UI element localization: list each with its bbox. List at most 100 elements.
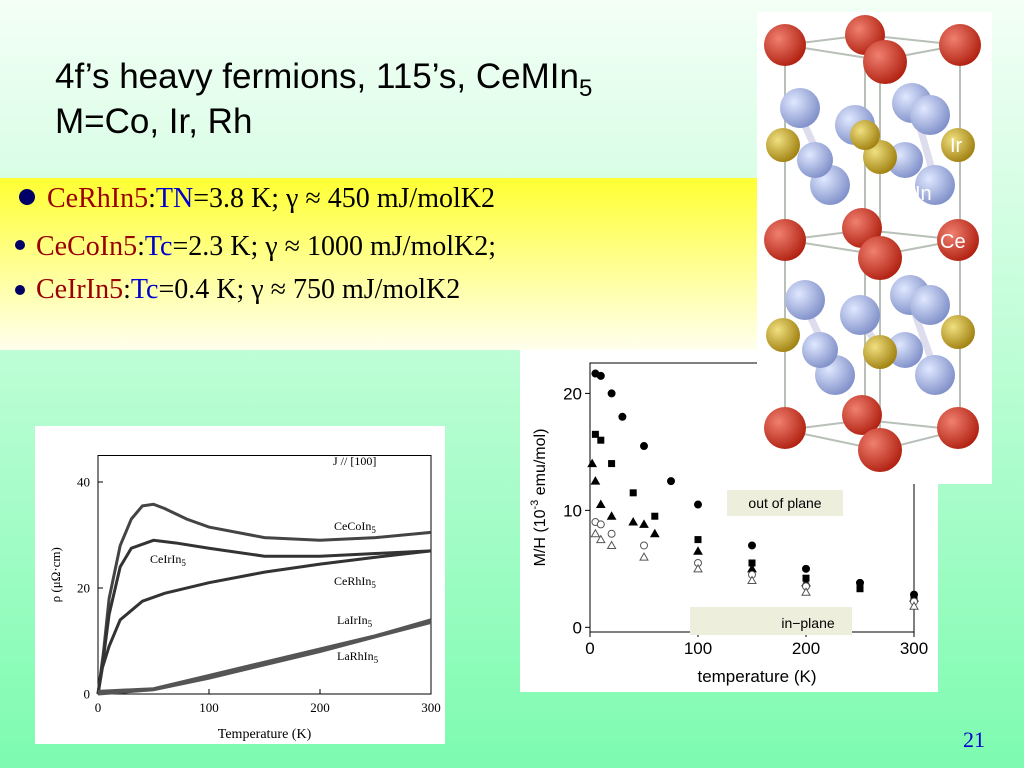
bullet-text: CeCoIn5:Tc=2.3 K; γ ≈ 1000 mJ/molK2; <box>36 231 496 262</box>
annotation: in−plane <box>781 615 835 631</box>
point <box>590 528 601 538</box>
bullet-dot <box>19 189 35 205</box>
bullet-part: CeRhIn5 <box>47 183 148 214</box>
bullet-part: : <box>137 231 145 262</box>
bullet-part: TN <box>156 183 193 214</box>
point <box>748 541 756 550</box>
bullet-part: CeCoIn5 <box>36 231 137 262</box>
data-line <box>96 502 432 695</box>
title-line2: M=Co, Ir, Rh <box>55 102 252 141</box>
y-tick-label: 10 <box>563 501 582 520</box>
point <box>629 489 637 497</box>
point <box>639 552 649 561</box>
point <box>640 442 648 451</box>
curve-label-sub: 5 <box>368 619 373 629</box>
x-tick-label: 100 <box>684 639 712 658</box>
y-tick-label: 20 <box>77 581 90 596</box>
bullet-dot <box>15 240 25 250</box>
point <box>639 519 649 528</box>
point <box>596 520 605 529</box>
crystal-structure: Ir In Ce <box>757 12 992 484</box>
bullet-part: =0.4 K; γ ≈ 750 mJ/molK2 <box>158 274 460 305</box>
atom-label: Ce <box>940 231 966 253</box>
point <box>802 564 810 573</box>
point <box>909 601 919 610</box>
point <box>693 546 703 555</box>
curve-label-name: LaIrIn <box>337 613 368 627</box>
bullet-part: =3.8 K; γ ≈ 450 mJ/molK2 <box>193 183 495 214</box>
point <box>801 587 811 596</box>
point <box>597 436 605 444</box>
data-line <box>96 549 432 695</box>
bullet-part: Tc <box>145 231 173 262</box>
point <box>607 529 616 538</box>
bullet-part: : <box>123 274 131 305</box>
x-axis-label: Temperature (K) <box>218 727 312 742</box>
point <box>628 517 639 526</box>
annotation-box <box>727 490 843 516</box>
point <box>595 499 606 509</box>
x-tick-label: 0 <box>95 700 102 715</box>
atom-label: In <box>915 183 932 205</box>
x-tick-label: 100 <box>199 700 219 715</box>
bullet-dot <box>15 285 25 295</box>
atom-label: Ir <box>950 135 963 157</box>
plot-frame <box>97 455 432 695</box>
x-tick-label: 300 <box>421 700 441 715</box>
point <box>608 460 616 468</box>
y-axis-label-sup: -3 <box>529 500 541 510</box>
bullet-text: CeRhIn5:TN=3.8 K; γ ≈ 450 mJ/molK2 <box>47 183 495 214</box>
x-axis-label: temperature (K) <box>697 667 816 686</box>
curve-label: CeIrIn5 <box>150 552 186 568</box>
point <box>640 541 648 550</box>
point <box>667 477 675 486</box>
curve-label-sub: 5 <box>374 655 379 665</box>
curve-label: LaRhIn5 <box>337 649 379 665</box>
annotation-box <box>690 607 852 635</box>
point <box>595 534 606 544</box>
y-tick-label: 20 <box>563 384 582 403</box>
point <box>856 585 864 593</box>
curve-label: LaIrIn5 <box>337 613 373 629</box>
point <box>618 412 627 421</box>
point <box>693 563 703 573</box>
point <box>649 528 660 538</box>
point <box>607 389 616 398</box>
bullet-part: : <box>148 183 156 214</box>
curve-label-sub: 5 <box>371 580 376 590</box>
point <box>596 371 605 380</box>
x-tick-label: 200 <box>310 700 330 715</box>
curve-label-sub: 5 <box>181 558 186 568</box>
data-line <box>97 620 432 696</box>
bullet-text: CeIrIn5:Tc=0.4 K; γ ≈ 750 mJ/molK2 <box>36 274 460 305</box>
annotation: out of plane <box>748 495 821 511</box>
curve-label-sub: 5 <box>371 525 376 535</box>
y-axis-label: ρ (μΩ·cm) <box>48 547 63 602</box>
curve-label: CeRhIn5 <box>334 574 376 590</box>
highlight-band <box>0 178 760 350</box>
chart-panel <box>35 426 445 744</box>
point <box>694 536 702 544</box>
y-axis-label: M/H (10-3 emu/mol) <box>529 429 549 567</box>
page-number: 21 <box>963 727 985 752</box>
y-axis-label-part: emu/mol) <box>532 429 549 500</box>
curve-label-name: CeRhIn <box>334 574 371 588</box>
bullet-part: CeIrIn5 <box>36 274 123 305</box>
y-tick-label: 40 <box>77 475 90 490</box>
curve-label-name: CeCoIn <box>334 519 371 533</box>
point <box>590 476 601 485</box>
data-line <box>96 538 432 695</box>
curve-label-name: LaRhIn <box>337 649 374 663</box>
point <box>587 458 598 468</box>
title: 4f’s heavy fermions, 115’s, CeMIn5 <box>55 57 592 102</box>
point <box>747 575 757 585</box>
point <box>694 500 702 509</box>
y-tick-label: 0 <box>573 618 582 637</box>
y-tick-label: 0 <box>84 687 91 702</box>
y-axis-label-part: M/H (10 <box>532 509 549 566</box>
x-tick-label: 200 <box>792 639 820 658</box>
curve-label-name: CeIrIn <box>150 552 181 566</box>
point <box>606 540 617 549</box>
